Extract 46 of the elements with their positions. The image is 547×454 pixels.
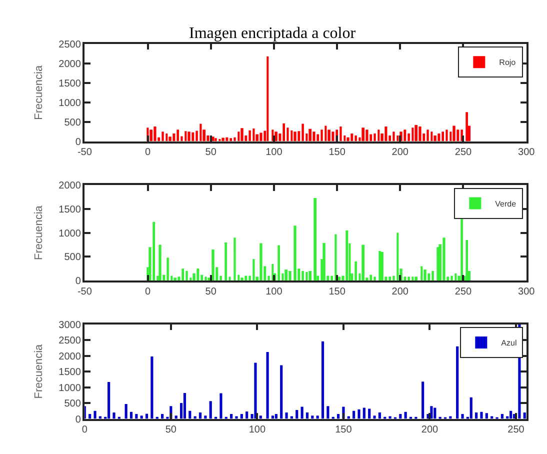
y-tick-label: 500 xyxy=(64,117,82,128)
y-tick-label: 0 xyxy=(75,136,82,148)
x-tick-label: -50 xyxy=(77,286,92,298)
x-tick-label: 100 xyxy=(266,147,283,158)
y-tick-label: 1500 xyxy=(58,78,82,90)
x-tick-label: 100 xyxy=(248,424,266,436)
x-tick-label: 300 xyxy=(518,286,536,298)
y-tick-label: 2000 xyxy=(58,58,82,70)
legend-label: Verde xyxy=(495,199,517,208)
chart-title: Imagen encriptada a color xyxy=(189,25,356,42)
x-tick-label: 300 xyxy=(518,147,536,158)
legend-label: Azul xyxy=(501,338,517,348)
y-axis-title: Frecuencia xyxy=(32,204,45,260)
y-tick-label: 1000 xyxy=(58,382,82,394)
y-tick-label: 1000 xyxy=(58,98,82,109)
y-axis-title: Frecuencia xyxy=(32,64,45,120)
x-tick-label: 250 xyxy=(508,424,525,436)
x-tick-label: 200 xyxy=(392,147,409,158)
y-tick-label: 1500 xyxy=(58,367,82,378)
x-tick-label: 150 xyxy=(328,147,346,158)
y-tick-label: 1000 xyxy=(58,228,82,240)
y-tick-label: 2000 xyxy=(58,351,82,362)
x-tick-label: 50 xyxy=(205,286,217,298)
y-tick-label: 3000 xyxy=(58,320,82,331)
x-tick-label: 150 xyxy=(335,424,352,436)
y-tick-label: 0 xyxy=(75,414,82,426)
y-tick-label: 1500 xyxy=(58,204,82,216)
x-tick-label: 250 xyxy=(454,286,472,298)
x-tick-label: 100 xyxy=(266,286,283,298)
x-tick-label: 250 xyxy=(454,147,472,158)
x-tick-label: 50 xyxy=(205,147,217,158)
y-tick-label: 500 xyxy=(64,252,82,264)
x-tick-label: 0 xyxy=(144,286,151,298)
x-tick-label: 200 xyxy=(392,286,409,298)
legend-label: Rojo xyxy=(499,58,516,68)
x-tick-label: -50 xyxy=(77,147,92,158)
x-tick-label: 0 xyxy=(144,147,151,158)
y-tick-label: 500 xyxy=(64,398,82,410)
y-tick-label: 2500 xyxy=(58,39,82,50)
y-axis-title: Frecuencia xyxy=(32,343,45,399)
y-tick-label: 0 xyxy=(75,276,82,288)
x-tick-label: 200 xyxy=(421,424,439,436)
y-tick-label: 2500 xyxy=(58,336,82,347)
x-tick-label: 150 xyxy=(328,286,346,298)
y-tick-label: 2000 xyxy=(58,180,82,192)
x-tick-label: 50 xyxy=(165,424,177,436)
